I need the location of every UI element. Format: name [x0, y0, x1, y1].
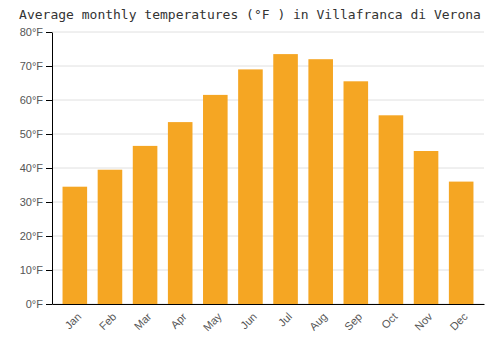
tick-mark — [46, 202, 52, 203]
tick: 0°F — [26, 298, 52, 310]
tick-mark — [46, 270, 52, 271]
bar — [133, 146, 158, 304]
tick: 40°F — [20, 162, 52, 174]
grid-line — [52, 32, 484, 33]
bar — [414, 151, 439, 304]
tick-label: Jan — [62, 310, 83, 331]
tick-label: Oct — [379, 310, 400, 331]
tick-label: Jul — [276, 310, 294, 328]
grid-line — [52, 100, 484, 101]
bar — [63, 187, 88, 304]
y-axis: 0°F 10°F 20°F 30°F 40°F 50°F 60°F 70°F 80°F — [20, 26, 53, 310]
tick-label: Jun — [238, 310, 259, 331]
tick: Jan — [62, 310, 83, 331]
tick-label: Sep — [342, 310, 364, 332]
tick: Dec — [447, 310, 470, 333]
tick: 70°F — [20, 60, 52, 72]
grid — [52, 32, 484, 304]
axis-line — [52, 33, 53, 305]
bar — [98, 170, 123, 304]
tick-label: Apr — [168, 310, 189, 331]
bars — [63, 54, 474, 304]
tick-label: 70°F — [20, 60, 44, 72]
tick: Sep — [342, 310, 364, 332]
tick-mark — [46, 100, 52, 101]
tick-label: Feb — [97, 310, 119, 332]
tick-mark — [46, 66, 52, 67]
tick: 80°F — [20, 26, 52, 38]
tick-label: 80°F — [20, 26, 44, 38]
tick-label: 50°F — [20, 128, 44, 140]
bar — [203, 95, 228, 304]
tick: Oct — [379, 310, 400, 331]
tick: May — [201, 310, 225, 334]
grid-line — [52, 66, 484, 67]
axis-line — [53, 304, 485, 305]
tick-mark — [46, 32, 52, 33]
tick: 50°F — [20, 128, 52, 140]
tick: 30°F — [20, 196, 52, 208]
tick: Nov — [412, 310, 435, 333]
tick-label: 40°F — [20, 162, 44, 174]
tick: Jun — [238, 310, 259, 331]
tick-mark — [46, 168, 52, 169]
tick-label: 30°F — [20, 196, 44, 208]
bar — [379, 115, 404, 304]
bar — [273, 54, 298, 304]
tick-label: Dec — [447, 310, 470, 333]
tick-mark — [46, 134, 52, 135]
plot: Jan Feb Mar Apr May Jun Jul Aug Sep Oct Nov Dec 0°F 1… — [20, 26, 485, 333]
tick: Feb — [97, 310, 119, 332]
tick-mark — [46, 304, 52, 305]
tick-label: Nov — [412, 310, 435, 333]
tick-mark — [46, 236, 52, 237]
tick-label: Mar — [132, 310, 154, 332]
tick-label: 60°F — [20, 94, 44, 106]
bar — [344, 81, 369, 304]
tick-label: Aug — [307, 310, 329, 332]
tick-label: 20°F — [20, 230, 44, 242]
bar — [308, 59, 333, 304]
grid-line — [52, 134, 484, 135]
tick-label: May — [201, 310, 225, 334]
x-axis: Jan Feb Mar Apr May Jun Jul Aug Sep Oct Nov Dec — [53, 305, 485, 334]
bar — [238, 69, 263, 304]
tick: 20°F — [20, 230, 52, 242]
tick: Mar — [132, 310, 154, 332]
tick: Jul — [276, 310, 294, 328]
tick: 10°F — [20, 264, 52, 276]
tick-label: 0°F — [26, 298, 44, 310]
tick-label: 10°F — [20, 264, 44, 276]
tick: 60°F — [20, 94, 52, 106]
bar — [168, 122, 193, 304]
tick: Aug — [307, 310, 329, 332]
chart: Jan Feb Mar Apr May Jun Jul Aug Sep Oct Nov Dec 0°F 1… — [0, 0, 500, 350]
bar — [449, 182, 474, 304]
tick: Apr — [168, 310, 189, 331]
title: Average monthly temperatures (°F ) in Vi… — [19, 7, 481, 22]
